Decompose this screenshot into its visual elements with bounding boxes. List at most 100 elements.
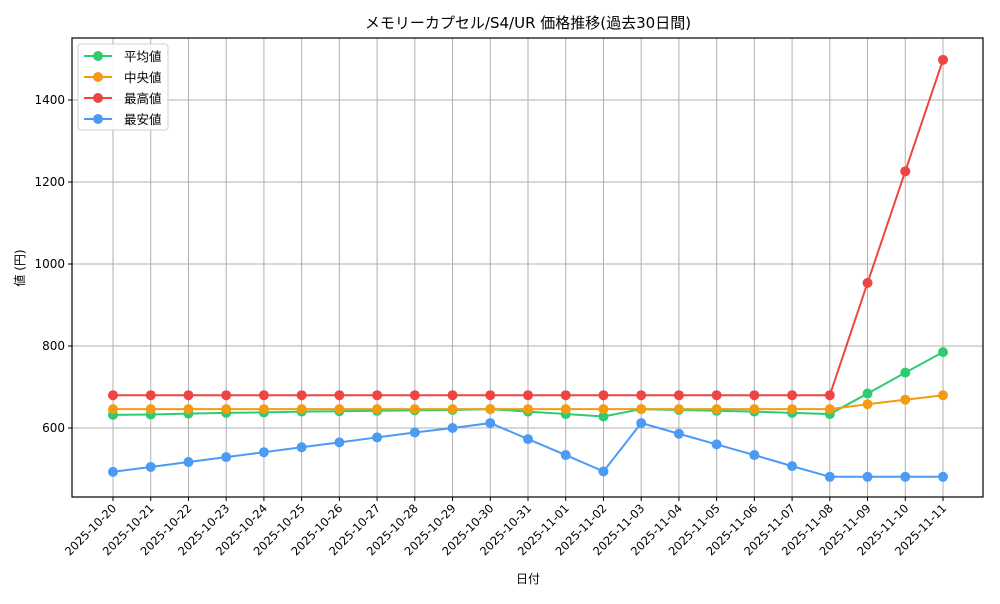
data-point bbox=[938, 347, 948, 358]
data-point bbox=[221, 390, 232, 401]
data-point bbox=[372, 432, 383, 443]
data-point bbox=[485, 404, 496, 415]
data-point bbox=[108, 404, 118, 415]
data-point bbox=[636, 390, 647, 401]
data-point bbox=[183, 390, 194, 401]
data-point bbox=[560, 450, 571, 461]
data-point bbox=[636, 404, 647, 415]
data-point bbox=[447, 404, 458, 415]
data-point bbox=[334, 437, 345, 448]
data-point bbox=[221, 452, 232, 463]
data-point bbox=[598, 466, 609, 477]
data-point bbox=[598, 404, 609, 415]
legend-label: 中央値 bbox=[124, 70, 162, 85]
data-point bbox=[862, 277, 873, 288]
legend-marker-icon bbox=[93, 114, 103, 124]
data-point bbox=[824, 404, 835, 415]
grid-lines bbox=[72, 38, 983, 497]
data-point bbox=[523, 404, 533, 415]
data-point bbox=[938, 54, 948, 65]
data-point bbox=[485, 390, 496, 401]
x-axis: 2025-10-202025-10-212025-10-222025-10-23… bbox=[62, 497, 949, 558]
data-point bbox=[409, 390, 420, 401]
data-point bbox=[296, 390, 307, 401]
data-point bbox=[409, 404, 420, 415]
x-axis-label: 日付 bbox=[516, 572, 540, 586]
legend-item: 最安値 bbox=[84, 112, 162, 127]
data-point bbox=[824, 390, 835, 401]
data-point bbox=[108, 390, 118, 401]
data-point bbox=[673, 404, 684, 415]
data-point bbox=[372, 404, 383, 415]
data-point bbox=[787, 404, 798, 415]
data-point bbox=[824, 471, 835, 482]
data-point bbox=[560, 390, 571, 401]
legend-item: 中央値 bbox=[84, 70, 162, 85]
chart-title: メモリーカプセル/S4/UR 価格推移(過去30日間) bbox=[365, 14, 691, 32]
y-tick-label: 600 bbox=[42, 421, 65, 435]
data-point bbox=[749, 450, 760, 461]
data-point bbox=[183, 457, 194, 468]
data-point bbox=[900, 471, 911, 482]
data-point bbox=[447, 390, 458, 401]
data-point bbox=[900, 394, 911, 405]
y-tick-label: 1200 bbox=[34, 175, 65, 189]
data-point bbox=[749, 404, 760, 415]
data-point bbox=[258, 404, 269, 415]
legend-marker-icon bbox=[93, 93, 103, 103]
data-point bbox=[523, 434, 533, 445]
legend-item: 平均値 bbox=[84, 49, 162, 64]
series-line bbox=[108, 54, 948, 401]
data-point bbox=[862, 471, 873, 482]
y-axis-label: 値 (円) bbox=[12, 249, 27, 286]
y-tick-label: 800 bbox=[42, 339, 65, 353]
data-point bbox=[221, 404, 232, 415]
data-point bbox=[258, 390, 269, 401]
data-point bbox=[636, 418, 647, 429]
y-tick-label: 1000 bbox=[34, 257, 65, 271]
legend-marker-icon bbox=[93, 72, 103, 82]
data-point bbox=[711, 439, 722, 450]
data-point bbox=[711, 390, 722, 401]
data-point bbox=[711, 404, 722, 415]
data-point bbox=[258, 447, 269, 458]
data-point bbox=[296, 404, 307, 415]
data-point bbox=[409, 427, 420, 438]
data-point bbox=[900, 367, 911, 378]
data-point bbox=[900, 166, 911, 177]
data-point bbox=[334, 390, 345, 401]
data-point bbox=[560, 404, 571, 415]
data-point bbox=[372, 390, 383, 401]
data-point bbox=[787, 390, 798, 401]
data-point bbox=[296, 442, 307, 453]
data-point bbox=[108, 466, 118, 477]
data-point bbox=[598, 411, 609, 422]
series-line bbox=[108, 418, 948, 482]
y-axis: 600 800 1000 1200 1400 bbox=[34, 93, 72, 435]
data-point bbox=[523, 390, 533, 401]
data-point bbox=[598, 390, 609, 401]
legend-item: 最高値 bbox=[84, 91, 162, 106]
series-line bbox=[108, 390, 948, 415]
data-point bbox=[938, 471, 948, 482]
data-point bbox=[447, 423, 458, 433]
data-point bbox=[749, 390, 760, 401]
data-point bbox=[485, 418, 496, 429]
data-point bbox=[334, 404, 345, 415]
legend-label: 最安値 bbox=[124, 112, 162, 127]
data-point bbox=[938, 390, 948, 401]
data-point bbox=[673, 428, 684, 439]
data-point bbox=[787, 461, 798, 472]
legend-label: 最高値 bbox=[124, 91, 162, 106]
series-layer bbox=[108, 54, 948, 482]
legend-marker-icon bbox=[93, 51, 103, 61]
y-tick-label: 1400 bbox=[34, 93, 65, 107]
legend-label: 平均値 bbox=[124, 49, 162, 64]
data-point bbox=[145, 461, 156, 472]
data-point bbox=[862, 388, 873, 399]
legend-box bbox=[77, 43, 169, 131]
data-point bbox=[862, 399, 873, 410]
